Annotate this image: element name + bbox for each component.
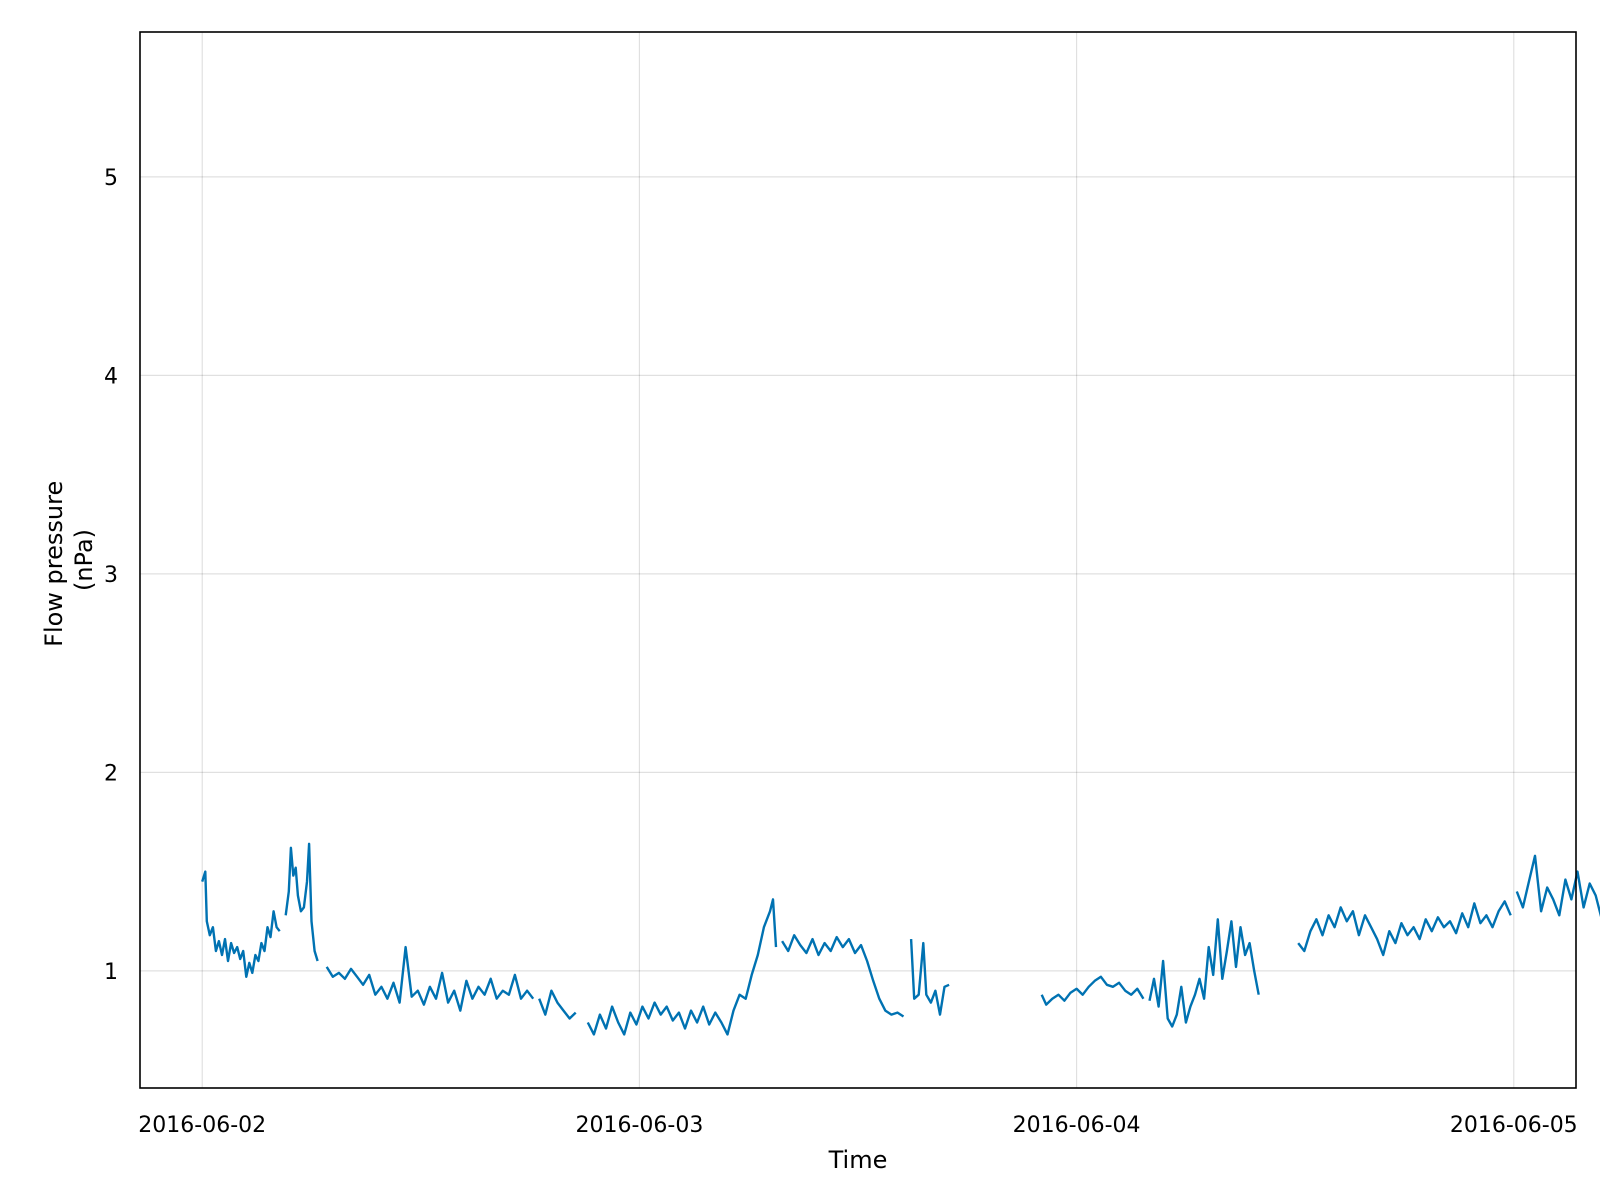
x-axis: 2016-06-02 2016-06-03 2016-06-04 2016-06-05 — [138, 1113, 1577, 1138]
series-line-segment — [1515, 854, 1600, 918]
series-line-segment — [1148, 918, 1260, 1028]
y-tick-label: 3 — [104, 563, 118, 588]
y-axis: 1 2 3 4 5 — [104, 166, 118, 985]
series-line-segment — [538, 989, 577, 1020]
series-line-segment — [325, 945, 535, 1012]
series-line-segment — [586, 898, 778, 1036]
series — [201, 842, 1600, 1036]
series-line-segment — [201, 870, 281, 978]
x-tick-label: 2016-06-03 — [575, 1113, 703, 1138]
grid — [140, 32, 1576, 1088]
x-tick-label: 2016-06-04 — [1013, 1113, 1141, 1138]
x-tick-label: 2016-06-02 — [138, 1113, 266, 1138]
y-tick-label: 2 — [104, 761, 118, 786]
series-line-segment — [1040, 975, 1145, 1006]
y-tick-label: 5 — [104, 166, 118, 191]
x-tick-label: 2016-06-05 — [1450, 1113, 1578, 1138]
y-tick-label: 4 — [104, 364, 118, 389]
plot-frame — [139, 31, 1577, 1089]
y-axis-label-line-2: (nPa) — [70, 529, 98, 591]
x-axis-label: Time — [828, 1146, 888, 1174]
series-line-segment — [909, 939, 950, 1016]
series-line-segment — [284, 842, 319, 962]
series-line-segment — [1297, 900, 1512, 957]
y-axis-label-line-1: Flow pressure — [40, 481, 68, 647]
series-line-segment — [781, 934, 905, 1018]
y-tick-label: 1 — [104, 960, 118, 985]
y-axis-label: Flow pressure (nPa) — [40, 473, 98, 647]
